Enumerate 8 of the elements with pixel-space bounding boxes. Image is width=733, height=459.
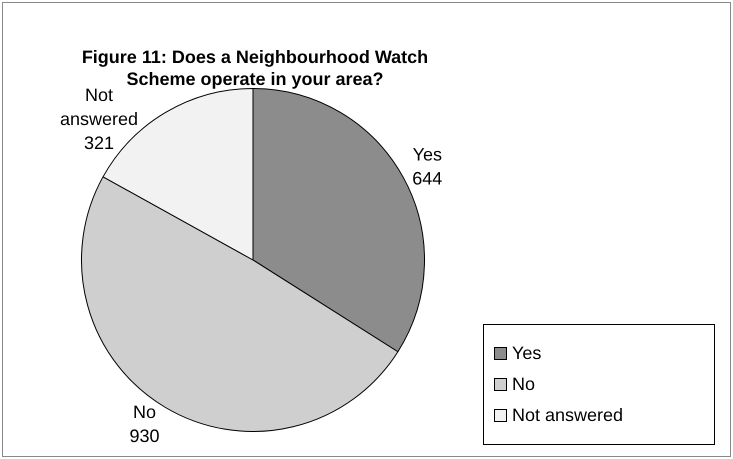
slice-label: Yes [412, 144, 442, 164]
legend-label: Yes [512, 343, 542, 364]
slice-label: No [132, 402, 156, 422]
data-label: 321 [84, 132, 114, 153]
legend-label: Not answered [512, 405, 624, 426]
data-label: 930 [129, 426, 160, 446]
data-label: 644 [412, 168, 442, 188]
legend-label: No [512, 374, 536, 395]
